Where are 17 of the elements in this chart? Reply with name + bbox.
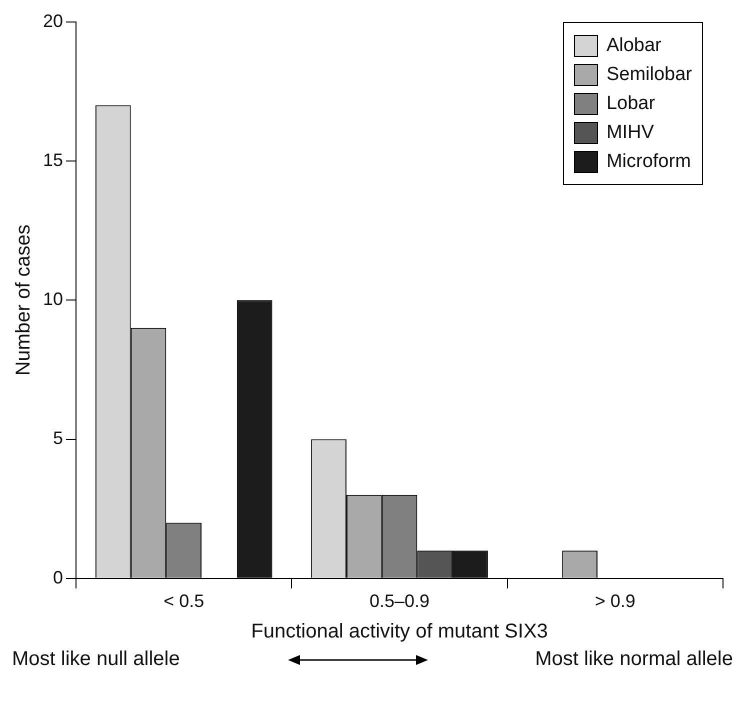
y-axis-title: Number of cases (12, 224, 35, 376)
x-axis-title: Functional activity of mutant SIX3 (251, 620, 548, 643)
y-tick-label: 0 (53, 567, 64, 588)
text: Most like null allele (12, 648, 180, 671)
legend-label: Lobar (606, 92, 656, 114)
legend-label: Microform (606, 150, 691, 172)
legend-label: MIHV (606, 122, 654, 144)
text: Most like normal allele (535, 648, 733, 671)
x-tick-label: 0.5–0.9 (369, 591, 430, 612)
y-tick-label: 15 (42, 150, 64, 170)
y-tick-label: 20 (42, 10, 64, 31)
y-tick-label: 10 (42, 289, 64, 310)
x-tick-label: > 0.9 (594, 591, 636, 612)
y-tick-label: 5 (53, 428, 64, 448)
legend-label: Semilobar (606, 64, 692, 86)
legend-label: Alobar (606, 34, 662, 56)
x-tick-label: < 0.5 (164, 591, 204, 612)
